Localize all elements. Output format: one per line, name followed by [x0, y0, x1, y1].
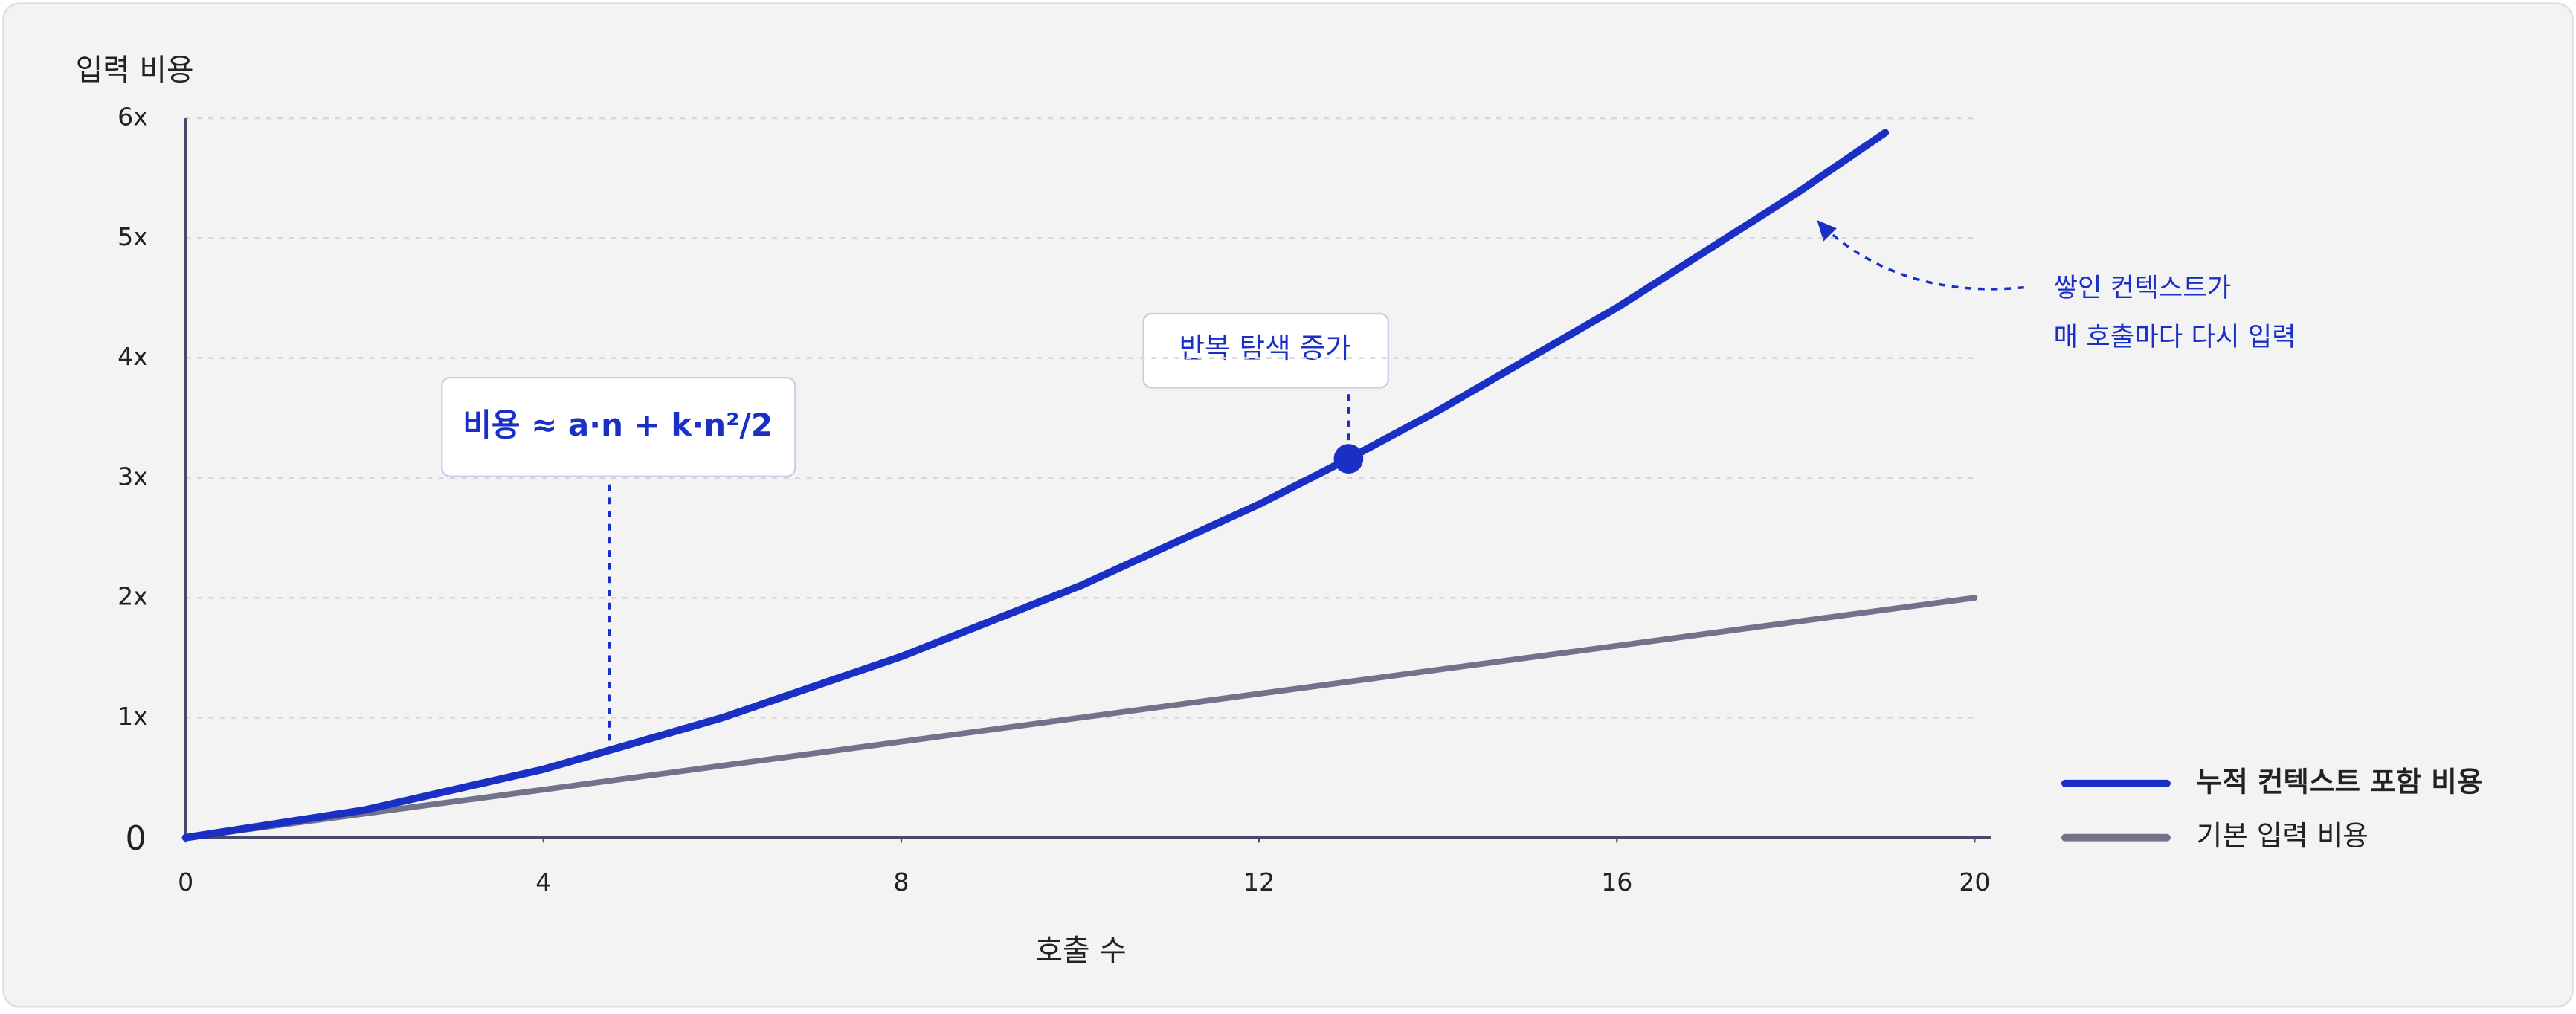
x-axis-title: 호출 수: [1035, 934, 1126, 968]
formula: 비용 ≈ a·n + k·n²/2: [463, 407, 773, 443]
x-tick-label: 0: [178, 868, 193, 897]
x-tick-label: 16: [1601, 868, 1632, 897]
note-line: 쌓인 컨텍스트가: [2053, 273, 2231, 303]
formula-box: [441, 377, 796, 477]
y-tick-label: 6x: [117, 103, 148, 132]
highlight-label: 반복 탐색 증가: [1179, 332, 1351, 364]
y-tick-label: 0: [126, 820, 146, 858]
series-line: [181, 129, 1890, 842]
y-tick-label: 1x: [117, 702, 148, 731]
note-arrowhead: [1817, 220, 1837, 242]
highlight-point: [1333, 444, 1364, 474]
y-tick-label: 3x: [117, 462, 148, 491]
highlight-box: [1142, 312, 1389, 389]
x-tick-label: 8: [893, 868, 909, 897]
note-line: 매 호출마다 다시 입력: [2053, 322, 2296, 352]
y-tick-label: 5x: [117, 222, 148, 251]
y-tick-label: 2x: [117, 582, 148, 611]
y-tick-label: 4x: [117, 342, 148, 371]
x-tick-label: 4: [535, 868, 551, 897]
x-tick-label: 12: [1243, 868, 1275, 897]
x-tick-label: 20: [1959, 868, 1990, 897]
y-axis-title: 입력 비용: [76, 54, 194, 88]
series-line: [182, 595, 1978, 841]
note-arrow: [1826, 228, 2024, 291]
legend-label: 기본 입력 비용: [2197, 819, 2369, 852]
legend-label: 누적 컨텍스트 포함 비용: [2197, 765, 2483, 798]
